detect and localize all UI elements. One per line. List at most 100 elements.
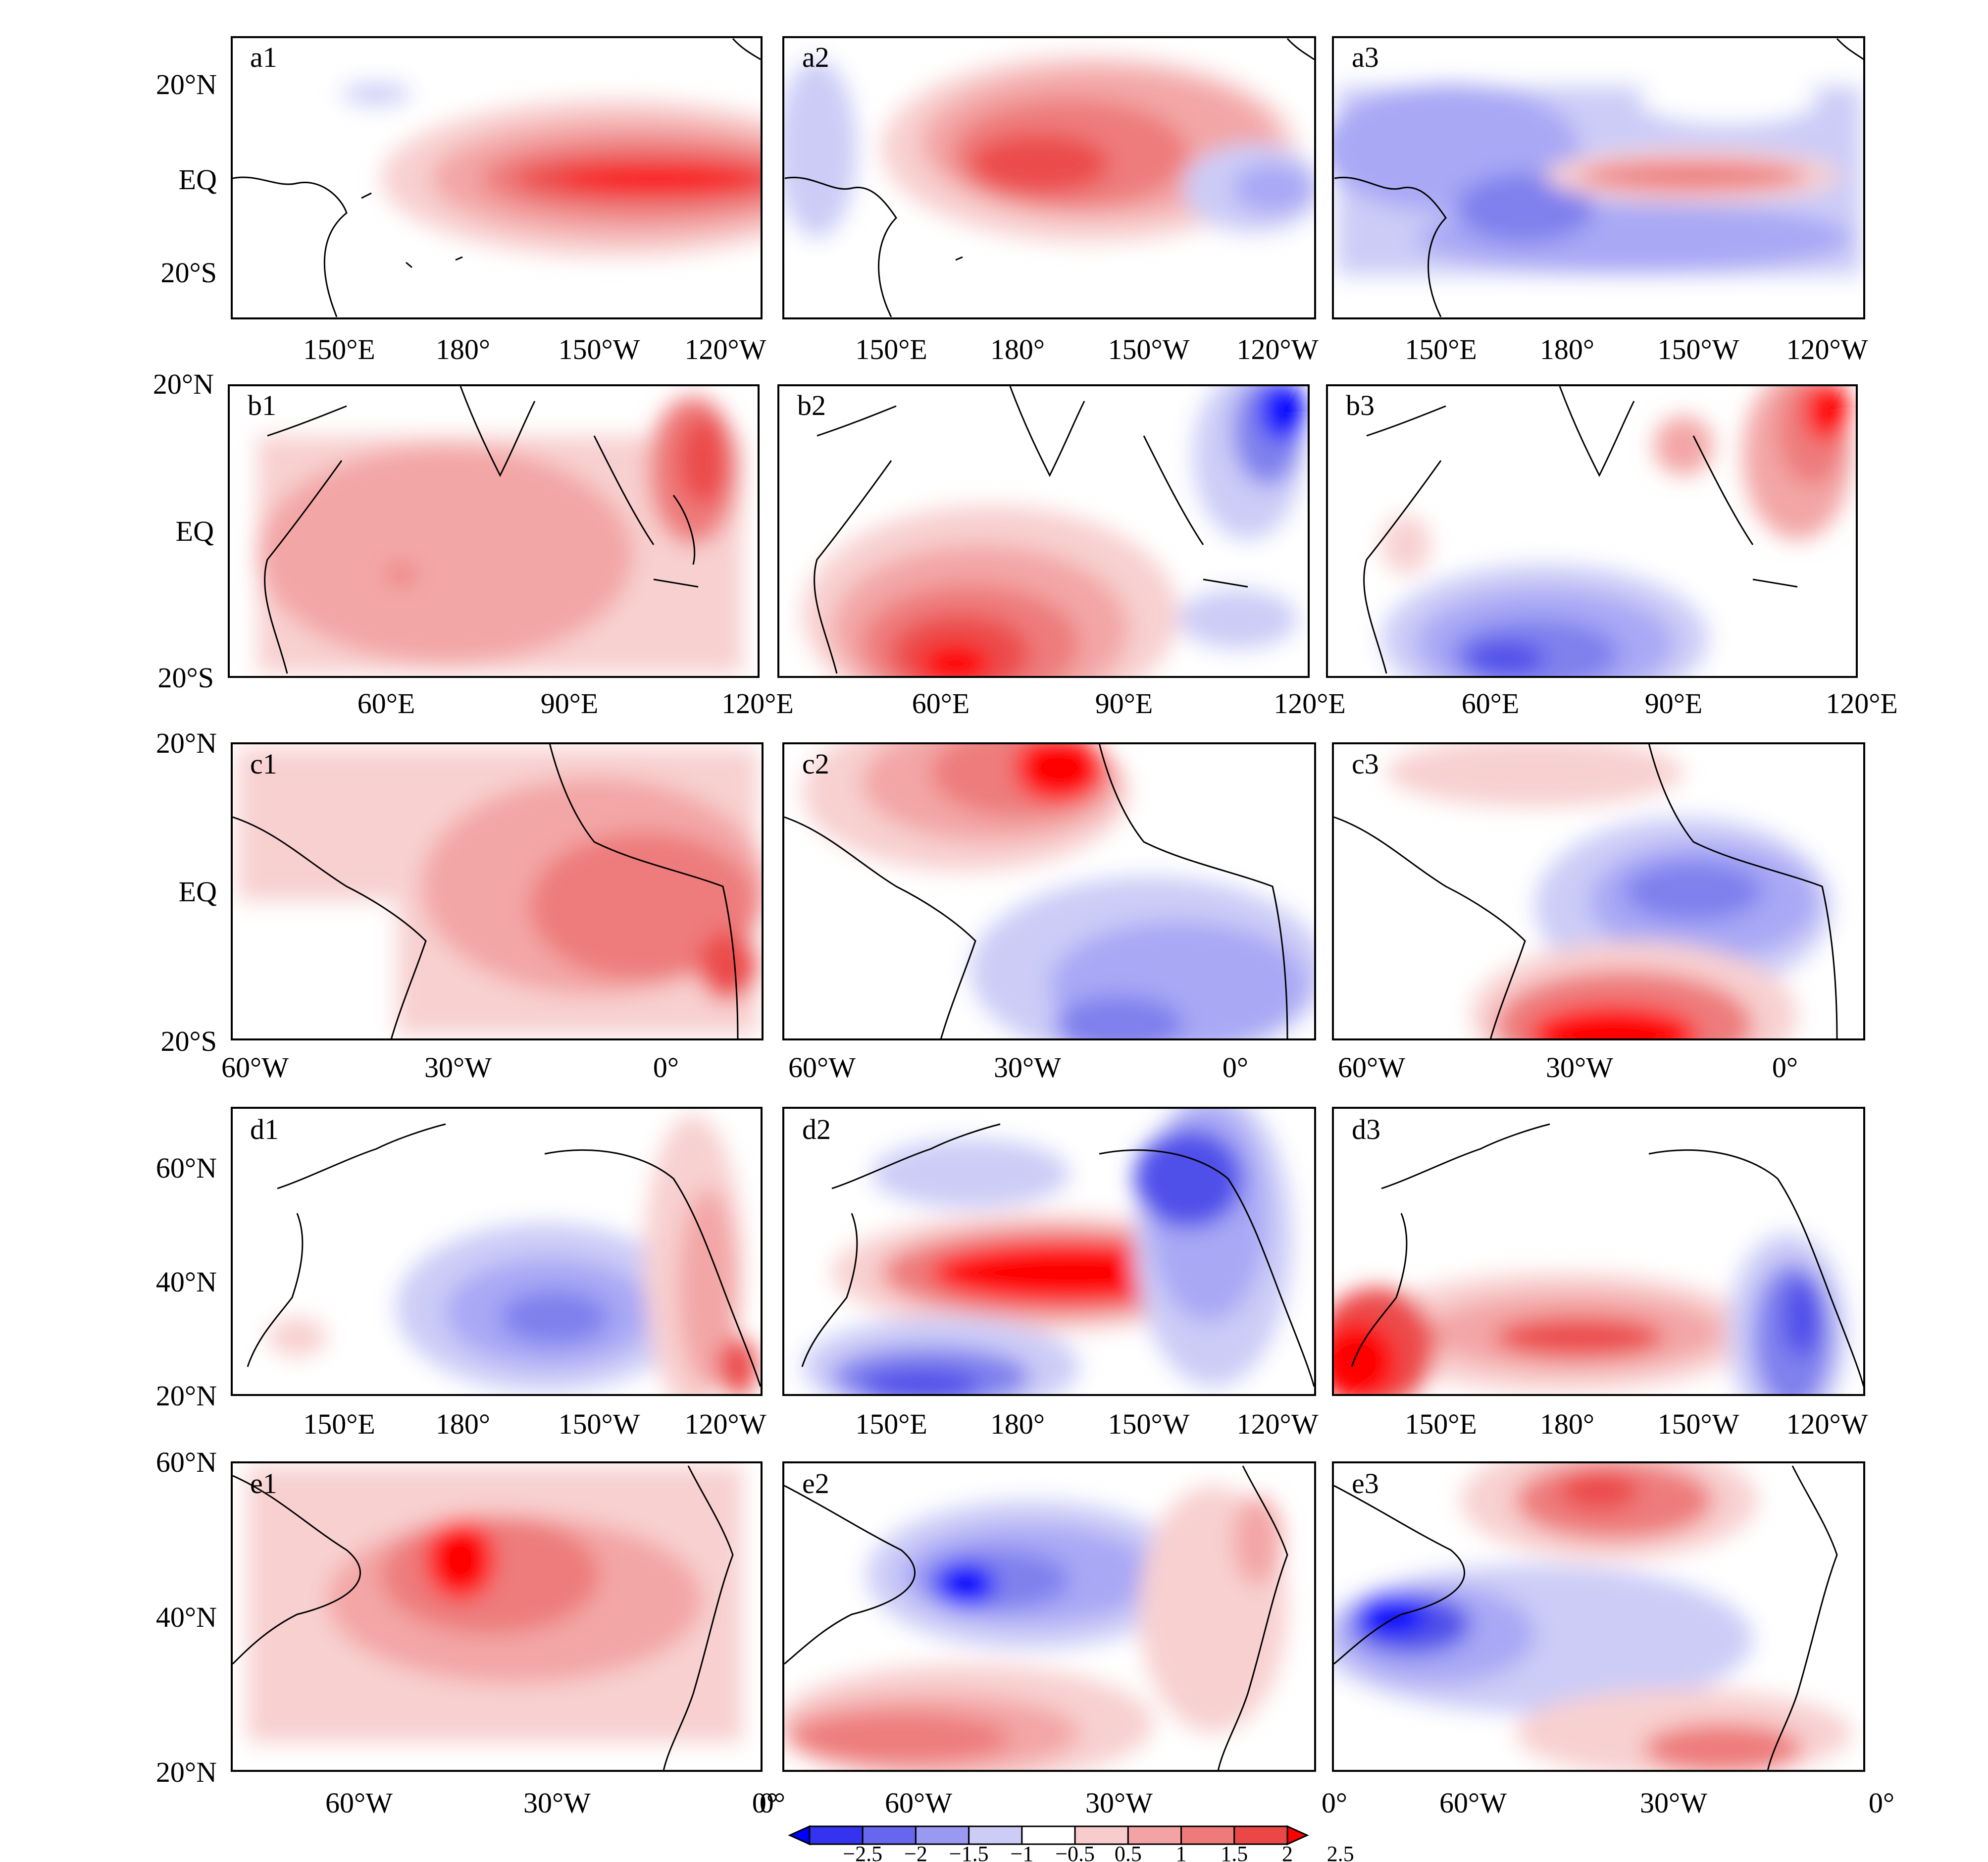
panel-a2-label: a2 (802, 41, 829, 73)
panel-e3-field (1333, 1462, 1852, 1771)
lon-tick-label: 60°W (1338, 1051, 1405, 1084)
panel-e1-field (233, 1466, 762, 1771)
panel-b1-field (257, 396, 743, 673)
lat-tick-label: 60°N (156, 1446, 217, 1478)
colorbar-tick-label: 2.5 (1327, 1842, 1354, 1862)
panel-e1: e1 60°N 40°N 20°N 60°W 30°W 0° (156, 1446, 778, 1819)
panel-a3-lon-labels: 150°E 180° 150°W 120°W (1405, 333, 1868, 365)
panel-b1-frame (228, 384, 760, 678)
panel-d1-lon-labels: 150°E 180° 150°W 120°W (303, 1408, 766, 1440)
panel-d1: d1 60°N 40°N 20°N 150°E 180° 150°W 120°W (156, 1107, 766, 1440)
colorbar-tick-label: −0.5 (1055, 1842, 1095, 1862)
colorbar-tick-label: 1.5 (1221, 1842, 1248, 1862)
panel-d3: d3 150°E 180° 150°W 120°W (1332, 1107, 1868, 1440)
panel-a1-lat-labels: 20°N EQ 20°S (156, 68, 217, 289)
panel-e1-label: e1 (250, 1467, 277, 1500)
lon-tick-label: 90°E (1645, 687, 1703, 720)
panel-a1-field (342, 83, 762, 258)
lon-tick-label: 120°W (1237, 333, 1319, 365)
lon-tick-label: 120°E (1274, 687, 1346, 720)
lon-tick-label: 90°E (1095, 687, 1153, 720)
lon-tick-label: 150°E (855, 333, 927, 365)
panel-b3-frame (1326, 384, 1858, 678)
lon-tick-label: 60°W (1439, 1787, 1507, 1819)
colorbar-tick-label: −2 (904, 1842, 927, 1862)
panel-b1-label: b1 (248, 389, 276, 421)
panel-d2-lon-labels: 150°E 180° 150°W 120°W (855, 1408, 1319, 1440)
lon-tick-label: 0° (1322, 1787, 1347, 1819)
panel-c3-lon-labels: 60°W 30°W 0° (1338, 1051, 1798, 1084)
lon-tick-label: 60°E (357, 687, 415, 720)
lon-tick-label: 30°W (1640, 1787, 1707, 1819)
panel-b1-lat-labels: 20°N EQ 20°S (153, 368, 214, 694)
panel-e2-field (783, 1486, 1287, 1771)
panel-c2-label: c2 (802, 748, 829, 780)
lon-tick-label: 60°W (885, 1787, 952, 1819)
panel-c2-frame (782, 742, 1316, 1040)
lat-tick-label: 20°N (153, 368, 214, 400)
lon-tick-label: 0° (1772, 1051, 1798, 1084)
lon-tick-label: 150°W (559, 333, 640, 365)
panel-a1-lon-labels: 150°E 180° 150°W 120°W (303, 333, 766, 365)
panel-e2-coastline (784, 1465, 1288, 1771)
lat-tick-label: EQ (176, 515, 214, 547)
panel-d1-coastline (247, 1123, 762, 1387)
colorbar-tick-label: −1.5 (949, 1842, 989, 1862)
lat-tick-label: 20°S (158, 662, 214, 694)
panel-d2-coastline (801, 1123, 1315, 1387)
lon-tick-label: 150°W (1108, 1408, 1190, 1440)
colorbar-swatch (915, 1825, 970, 1845)
panel-c3-field (1386, 743, 1832, 1039)
panel-d3-frame (1332, 1107, 1865, 1396)
lon-tick-label: 120°W (1237, 1408, 1319, 1440)
panel-c3-label: c3 (1352, 748, 1379, 780)
lon-tick-label: 30°W (1546, 1051, 1613, 1084)
panel-d2-frame (782, 1107, 1316, 1396)
lat-tick-label: EQ (179, 163, 217, 196)
lon-tick-label: 180° (436, 333, 490, 365)
lon-tick-label: 180° (990, 333, 1045, 365)
lon-tick-label: 0° (752, 1787, 778, 1819)
panel-c1-lat-labels: 20°N EQ 20°S (156, 727, 217, 1057)
panel-b2-lon-labels: 60°E 90°E 120°E (912, 687, 1346, 720)
lat-tick-label: 20°N (156, 1380, 217, 1412)
panel-c3-frame (1332, 742, 1865, 1040)
panel-d1-lat-labels: 60°N 40°N 20°N (156, 1152, 217, 1412)
panel-c1-label: c1 (250, 748, 277, 780)
panel-c1-coastline (232, 743, 739, 1040)
colorbar-max-arrow (1286, 1825, 1309, 1846)
panel-a2-coastline (784, 38, 1315, 317)
panel-a1-frame (231, 36, 763, 319)
panel-e2: e2 0° 60°W 30°W (760, 1461, 1316, 1819)
panel-b2-field (802, 385, 1305, 677)
colorbar-min-arrow (788, 1825, 811, 1846)
panel-a3-field (1333, 74, 1862, 275)
lon-tick-label: 120°W (1786, 333, 1868, 365)
panel-c1-frame (231, 742, 764, 1040)
colorbar-tick-label: 2 (1282, 1842, 1293, 1862)
lon-tick-label: 0° (1223, 1051, 1248, 1084)
panel-c3: c3 60°W 30°W 0° (1332, 742, 1865, 1084)
lon-tick-label: 180° (1540, 1408, 1594, 1440)
panel-d2-field (802, 1108, 1292, 1395)
lat-tick-label: EQ (179, 876, 217, 908)
panel-a1-coastline (232, 38, 761, 317)
lon-tick-label: 30°W (994, 1051, 1061, 1084)
lon-tick-label: 30°W (424, 1051, 492, 1084)
panel-e1-coastline (232, 1465, 734, 1771)
panel-d1-label: d1 (250, 1113, 279, 1145)
panel-a3-coastline (1334, 38, 1864, 317)
panel-d3-coastline (1351, 1123, 1865, 1387)
lon-tick-label: 120°E (721, 687, 794, 720)
lon-tick-label: 30°W (523, 1787, 591, 1819)
panel-b2-frame (777, 384, 1310, 678)
lat-tick-label: 60°N (156, 1152, 217, 1184)
panel-e2-label: e2 (802, 1467, 829, 1500)
panel-e1-lon-labels: 60°W 30°W 0° (325, 1787, 778, 1819)
panel-e3-lon-labels: 0° 60°W 30°W 0° (1322, 1787, 1894, 1819)
lon-tick-label: 120°E (1826, 687, 1898, 720)
panel-c2-lon-labels: 60°W 30°W 0° (788, 1051, 1248, 1084)
panel-b1-lon-labels: 60°E 90°E 120°E (357, 687, 794, 720)
panel-d2-label: d2 (802, 1113, 831, 1145)
